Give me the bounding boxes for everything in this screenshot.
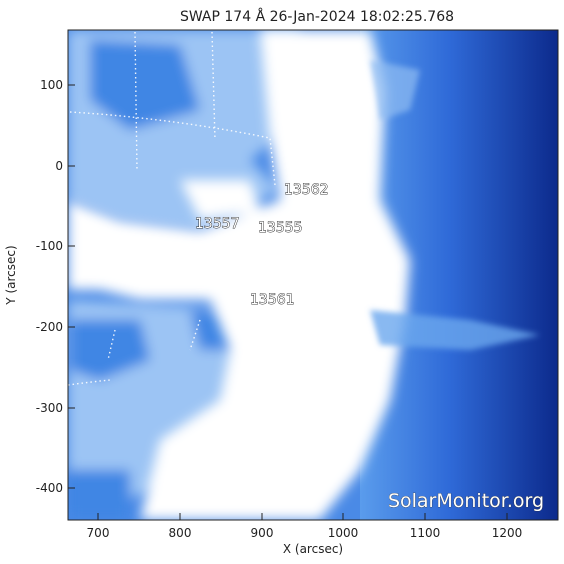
x-tick-label: 1000	[328, 526, 359, 540]
x-tick-label: 700	[87, 526, 110, 540]
region-label: 13562	[284, 182, 329, 198]
y-tick-label: -400	[36, 481, 63, 495]
y-axis-label: Y (arcsec)	[4, 245, 18, 305]
x-tick-label: 1100	[410, 526, 441, 540]
y-tick-label: 0	[55, 159, 63, 173]
x-tick-label: 1200	[492, 526, 523, 540]
x-axis-label: X (arcsec)	[283, 542, 343, 556]
y-tick-label: -100	[36, 239, 63, 253]
plot-border	[67, 29, 559, 521]
x-tick-label: 900	[251, 526, 274, 540]
y-tick-label: -200	[36, 320, 63, 334]
image-title: SWAP 174 Å 26-Jan-2024 18:02:25.768	[180, 8, 454, 25]
watermark: SolarMonitor.org	[388, 490, 544, 512]
solar-image	[68, 30, 558, 520]
y-tick-label: 100	[40, 78, 63, 92]
region-label: 13561	[250, 292, 295, 308]
region-label: 13555	[258, 220, 303, 236]
region-label: 13557	[195, 216, 240, 232]
x-tick-label: 800	[169, 526, 192, 540]
y-tick-label: -300	[36, 401, 63, 415]
axis-ticks	[68, 84, 508, 520]
